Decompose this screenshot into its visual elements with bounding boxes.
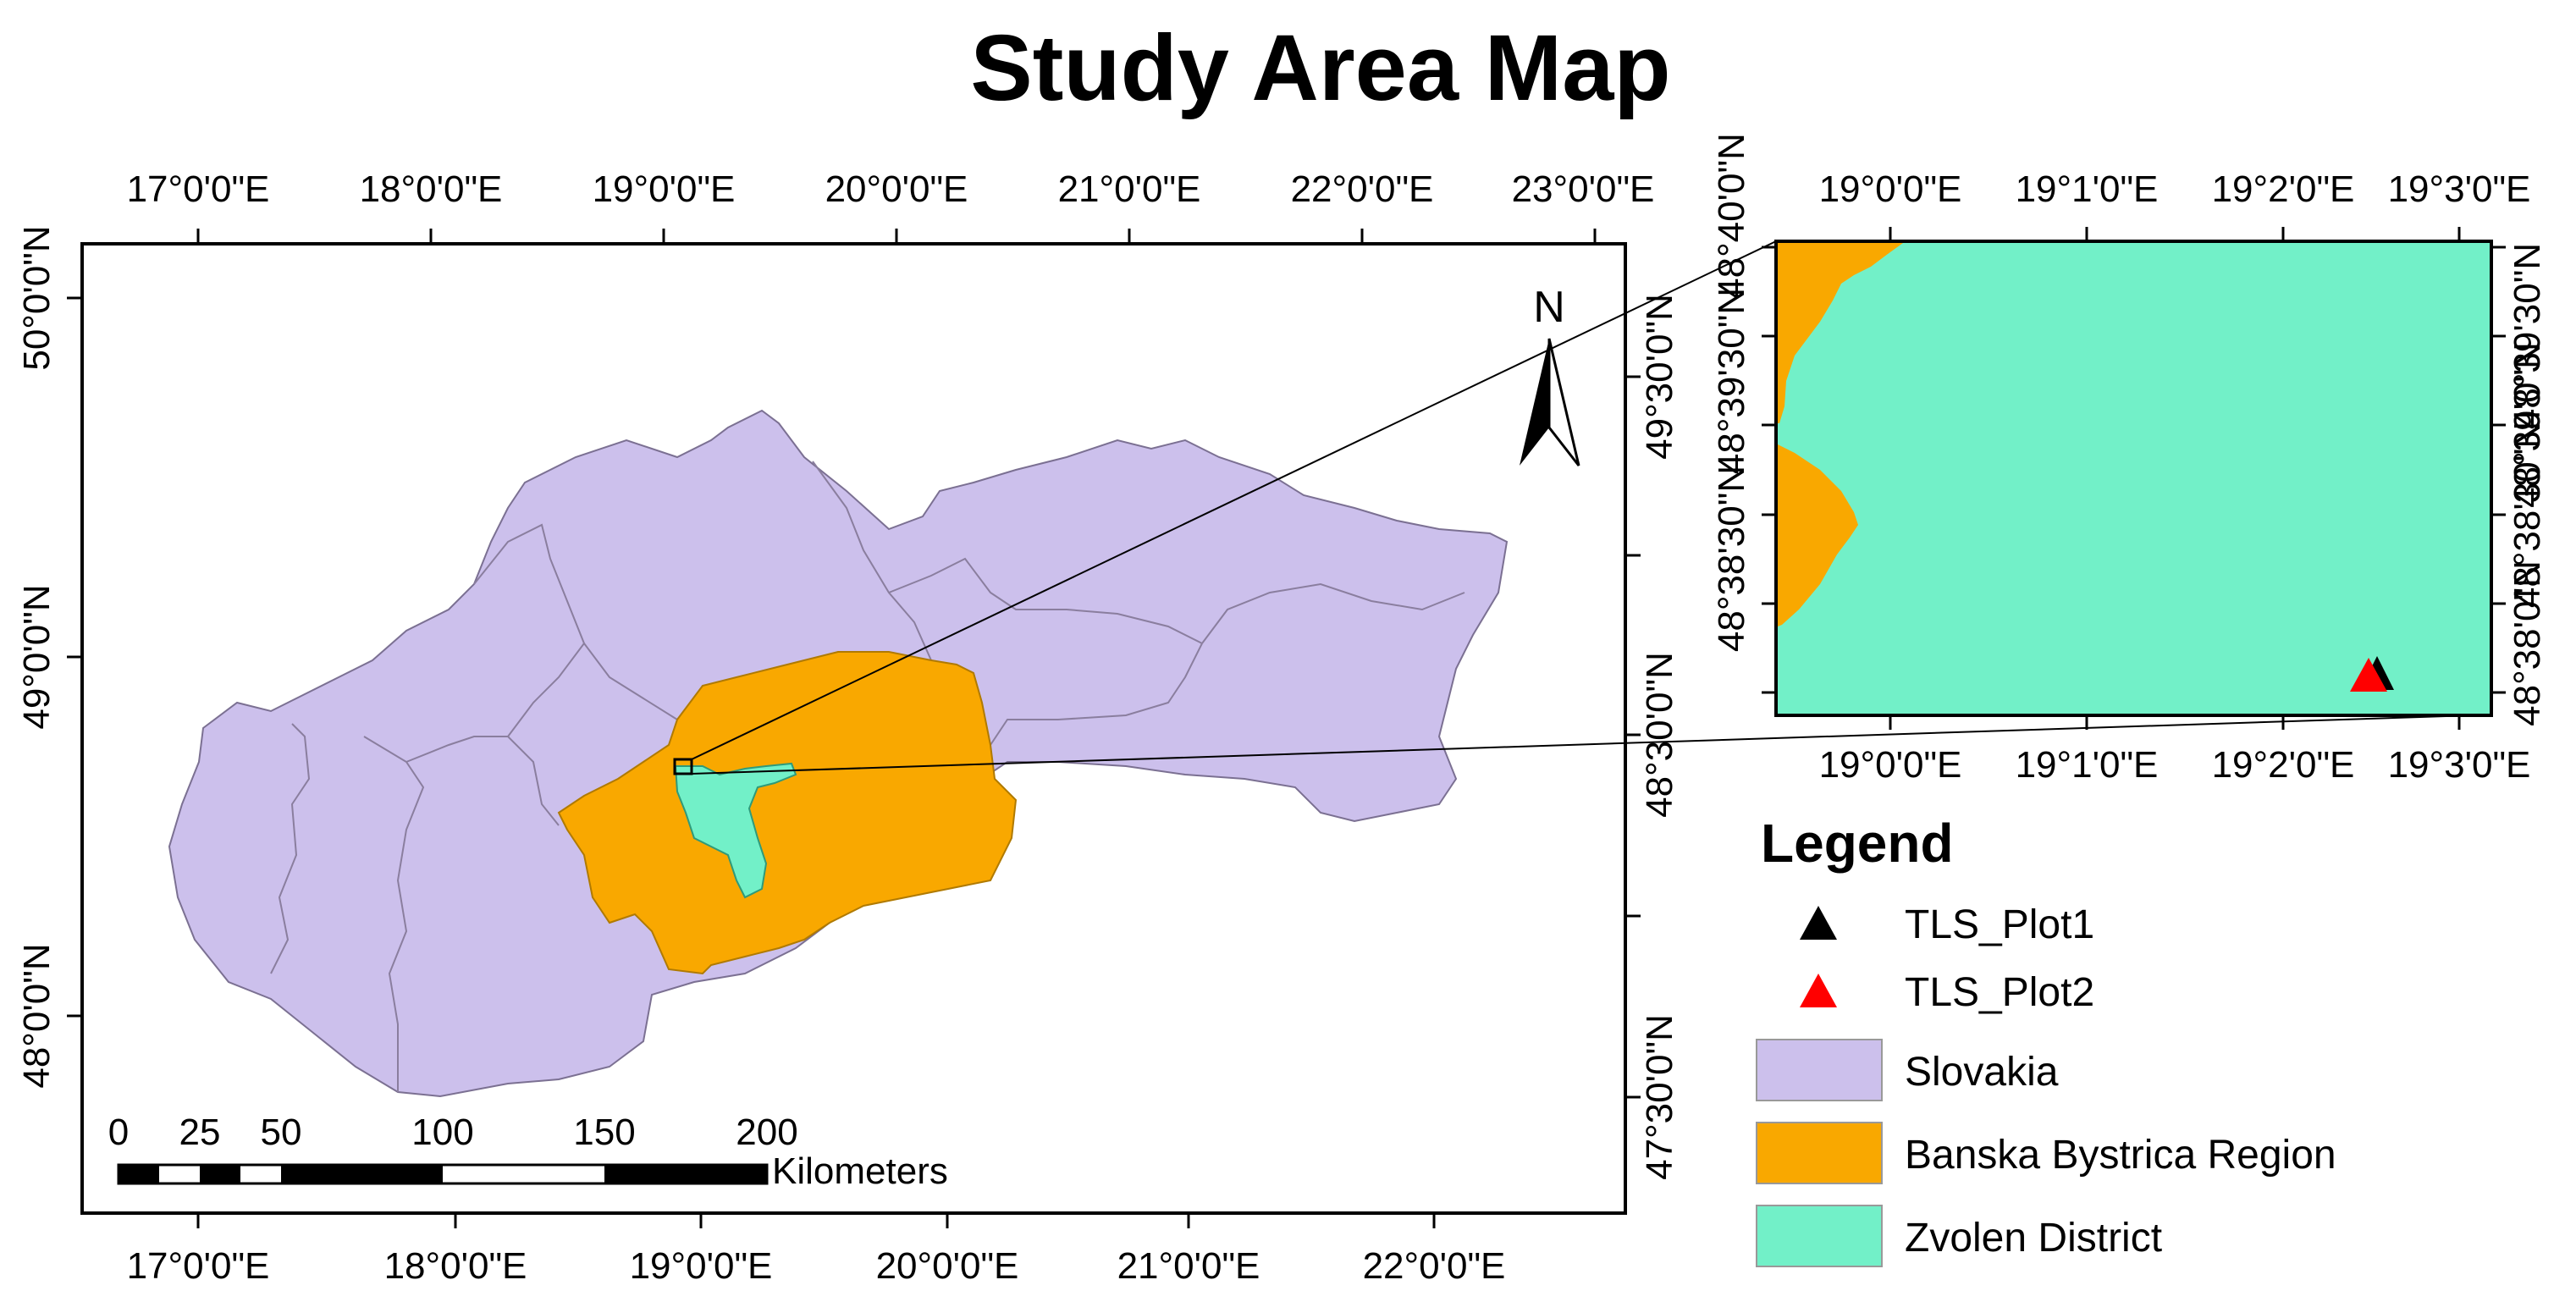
map-title: Study Area Map (970, 16, 1670, 120)
inset-left-tick-label: 48°38'30"N (1711, 466, 1752, 652)
main-map-top-ticks: 17°0'0"E 18°0'0"E 19°0'0"E 20°0'0"E 21°0… (127, 168, 1655, 210)
main-left-tick-label: 50°0'0"N (16, 225, 58, 370)
scale-label: 25 (179, 1112, 221, 1153)
main-top-tick-label: 22°0'0"E (1291, 168, 1434, 210)
main-top-tick-label: 18°0'0"E (360, 168, 503, 210)
main-left-tick-label: 49°0'0"N (16, 584, 58, 729)
north-arrow: N (1520, 283, 1580, 466)
north-label: N (1533, 283, 1565, 332)
main-bottom-tick-label: 21°0'0"E (1117, 1245, 1260, 1287)
inset-map-frame (1774, 240, 2493, 717)
scale-label: 0 (108, 1112, 129, 1153)
inset-connector-lines (691, 240, 2473, 775)
main-map: 17°0'0"E 18°0'0"E 19°0'0"E 20°0'0"E 21°0… (16, 168, 1680, 1287)
scale-bar: 0 25 50 100 150 200 Kilometers (108, 1112, 948, 1192)
legend-label: Slovakia (1905, 1050, 2059, 1095)
main-bottom-tick-label: 17°0'0"E (127, 1245, 270, 1287)
inset-left-tick-label: 48°40'0"N (1711, 133, 1752, 299)
main-bottom-tick-label: 22°0'0"E (1363, 1245, 1506, 1287)
inset-tick-marks (1762, 227, 2506, 730)
inset-top-tick-label: 19°0'0"E (1819, 168, 1962, 210)
scale-label: 50 (261, 1112, 302, 1153)
main-map-bottom-ticks: 17°0'0"E 18°0'0"E 19°0'0"E 20°0'0"E 21°0… (127, 1245, 1506, 1287)
main-right-tick-label: 48°30'0"N (1639, 652, 1680, 818)
legend-plot2-symbol (1800, 974, 1837, 1007)
inset-bottom-tick-label: 19°1'0"E (2016, 744, 2159, 786)
inset-banska-bystrica-patch-mid (1778, 444, 1858, 626)
inset-map: 19°0'0"E 19°1'0"E 19°2'0"E 19°3'0"E 19°0… (1711, 133, 2548, 786)
scale-label: 200 (736, 1112, 797, 1153)
legend-label: TLS_Plot1 (1905, 902, 2094, 947)
legend-slovakia-patch (1756, 1039, 1883, 1101)
legend-label: TLS_Plot2 (1905, 970, 2094, 1015)
main-right-tick-label: 49°30'0"N (1639, 294, 1680, 460)
inset-bottom-tick-label: 19°3'0"E (2388, 744, 2531, 786)
inset-right-tick-label: 48°38'30"N (2507, 422, 2548, 608)
main-top-tick-label: 20°0'0"E (825, 168, 968, 210)
legend-label: Zvolen District (1905, 1216, 2162, 1261)
inset-bottom-tick-label: 19°2'0"E (2212, 744, 2355, 786)
inset-top-tick-label: 19°1'0"E (2016, 168, 2159, 210)
main-top-tick-label: 19°0'0"E (593, 168, 736, 210)
slovakia-regional-borders (270, 461, 1465, 1092)
banska-bystrica-region-polygon (557, 651, 1018, 975)
main-left-tick-label: 48°0'0"N (16, 943, 58, 1088)
inset-left-tick-label: 48°39'30"N (1711, 288, 1752, 474)
main-bottom-tick-label: 18°0'0"E (384, 1245, 527, 1287)
inset-top-ticks: 19°0'0"E 19°1'0"E 19°2'0"E 19°3'0"E (1819, 168, 2531, 210)
main-top-tick-label: 23°0'0"E (1512, 168, 1655, 210)
zvolen-district-polygon (674, 762, 797, 899)
legend-plot1-symbol (1800, 906, 1837, 940)
main-top-tick-label: 21°0'0"E (1058, 168, 1201, 210)
scale-label: 150 (573, 1112, 635, 1153)
inset-top-tick-label: 19°3'0"E (2388, 168, 2531, 210)
main-bottom-tick-label: 19°0'0"E (630, 1245, 773, 1287)
scale-label: 100 (411, 1112, 473, 1153)
legend-zvolen-patch (1756, 1205, 1883, 1267)
inset-banska-bystrica-patch-top (1778, 243, 1903, 423)
main-map-tick-marks (67, 229, 1641, 1228)
inset-top-tick-label: 19°2'0"E (2212, 168, 2355, 210)
tls-plot2-marker (2350, 658, 2387, 692)
study-area-box (673, 758, 693, 775)
legend-banska-bystrica-patch (1756, 1122, 1883, 1184)
legend: Legend TLS_Plot1 TLS_Plot2 Slovakia Bans… (1756, 813, 2336, 1267)
inset-bottom-tick-label: 19°0'0"E (1819, 744, 1962, 786)
legend-label: Banska Bystrica Region (1905, 1133, 2336, 1178)
legend-title: Legend (1761, 813, 1954, 874)
main-map-left-ticks: 50°0'0"N 49°0'0"N 48°0'0"N (16, 225, 58, 1088)
main-map-right-ticks: 49°30'0"N 48°30'0"N 47°30'0"N (1639, 294, 1680, 1180)
inset-bottom-ticks: 19°0'0"E 19°1'0"E 19°2'0"E 19°3'0"E (1819, 744, 2531, 786)
inset-right-tick-label: 48°39'0"N (2507, 342, 2548, 508)
main-bottom-tick-label: 20°0'0"E (876, 1245, 1019, 1287)
inset-right-tick-label: 48°39'30"N (2507, 243, 2548, 429)
scale-unit: Kilometers (772, 1150, 948, 1192)
inset-right-ticks: 48°39'30"N 48°39'0"N 48°38'30"N 48°38'0"… (2507, 243, 2548, 726)
north-arrow-icon (1520, 339, 1549, 466)
inset-right-tick-label: 48°38'0"N (2507, 560, 2548, 726)
main-right-tick-label: 47°30'0"N (1639, 1014, 1680, 1180)
main-top-tick-label: 17°0'0"E (127, 168, 270, 210)
inset-left-ticks: 48°40'0"N 48°39'30"N 48°38'30"N (1711, 133, 1752, 652)
